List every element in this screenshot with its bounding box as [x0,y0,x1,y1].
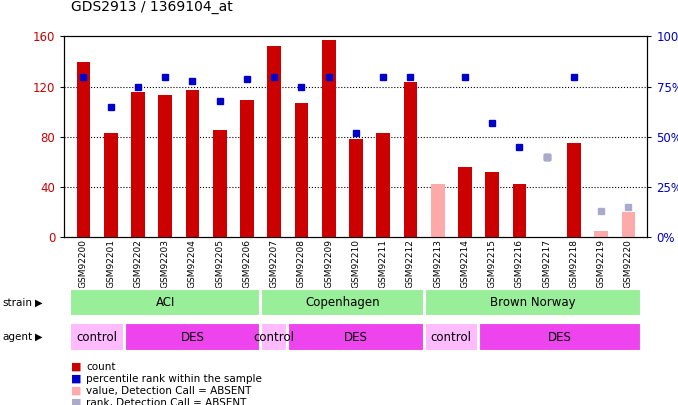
Text: GSM92205: GSM92205 [215,239,224,288]
Bar [513,184,526,237]
Text: GSM92206: GSM92206 [243,239,252,288]
Text: ACI: ACI [155,296,175,309]
Bar [159,95,172,237]
Text: GSM92219: GSM92219 [597,239,605,288]
Bar [424,324,478,351]
Text: DES: DES [549,330,572,344]
Text: GSM92218: GSM92218 [570,239,578,288]
Text: GSM92207: GSM92207 [270,239,279,288]
Bar [288,324,424,351]
Text: count: count [86,362,116,371]
Text: ■: ■ [71,362,81,371]
Bar [131,92,145,237]
Text: GSM92211: GSM92211 [379,239,388,288]
Text: control: control [431,330,472,344]
Bar [595,231,608,237]
Text: strain: strain [2,298,32,308]
Text: control: control [254,330,295,344]
Bar [295,103,308,237]
Text: ■: ■ [71,374,81,384]
Bar [431,184,445,237]
Bar [240,100,254,237]
Text: DES: DES [180,330,204,344]
Text: GSM92217: GSM92217 [542,239,551,288]
Text: GSM92212: GSM92212 [406,239,415,288]
Text: rank, Detection Call = ABSENT: rank, Detection Call = ABSENT [86,398,247,405]
Text: GSM92213: GSM92213 [433,239,442,288]
Bar [403,81,417,237]
Text: GSM92214: GSM92214 [460,239,469,288]
Text: GSM92204: GSM92204 [188,239,197,288]
Text: GSM92220: GSM92220 [624,239,633,288]
Text: GSM92215: GSM92215 [487,239,497,288]
Text: percentile rank within the sample: percentile rank within the sample [86,374,262,384]
Text: GSM92216: GSM92216 [515,239,524,288]
Text: control: control [77,330,117,344]
Text: ■: ■ [71,386,81,396]
Text: ▶: ▶ [35,332,43,342]
Text: GSM92209: GSM92209 [324,239,333,288]
Bar [71,289,260,316]
Text: Brown Norway: Brown Norway [490,296,576,309]
Bar [125,324,260,351]
Text: GSM92208: GSM92208 [297,239,306,288]
Text: GSM92202: GSM92202 [134,239,142,288]
Bar [261,324,287,351]
Bar [261,289,424,316]
Bar [424,289,641,316]
Bar [479,324,641,351]
Text: GSM92210: GSM92210 [351,239,361,288]
Bar [322,40,336,237]
Bar [376,133,390,237]
Bar [485,172,499,237]
Bar [104,133,117,237]
Bar [77,62,90,237]
Bar [213,130,226,237]
Text: ■: ■ [71,398,81,405]
Bar [458,167,472,237]
Text: Copenhagen: Copenhagen [305,296,380,309]
Text: GDS2913 / 1369104_at: GDS2913 / 1369104_at [71,0,233,14]
Bar [622,212,635,237]
Text: agent: agent [2,332,32,342]
Text: GSM92200: GSM92200 [79,239,88,288]
Text: ▶: ▶ [35,298,43,308]
Bar [267,47,281,237]
Bar [349,139,363,237]
Text: GSM92203: GSM92203 [161,239,170,288]
Bar [567,143,581,237]
Text: value, Detection Call = ABSENT: value, Detection Call = ABSENT [86,386,252,396]
Text: GSM92201: GSM92201 [106,239,115,288]
Text: DES: DES [344,330,368,344]
Bar [186,90,199,237]
Bar [71,324,124,351]
